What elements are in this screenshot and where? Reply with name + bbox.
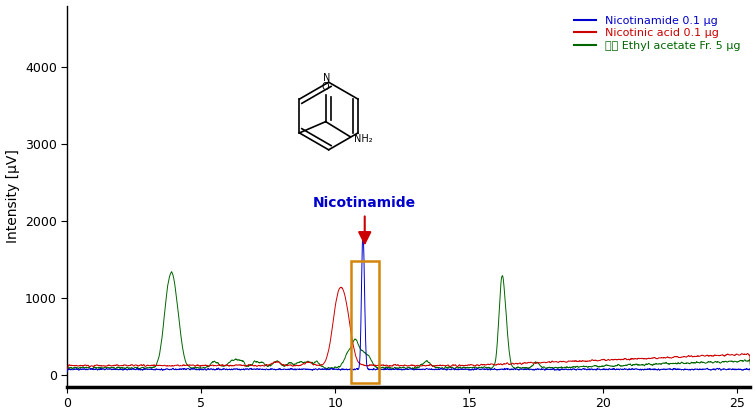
Legend: Nicotinamide 0.1 μg, Nicotinic acid 0.1 μg, 기장 Ethyl acetate Fr. 5 μg: Nicotinamide 0.1 μg, Nicotinic acid 0.1 … [569, 11, 745, 56]
Text: Nicotinamide: Nicotinamide [313, 196, 417, 210]
Y-axis label: Intensity [μV]: Intensity [μV] [5, 149, 20, 243]
Bar [352, 261, 380, 383]
